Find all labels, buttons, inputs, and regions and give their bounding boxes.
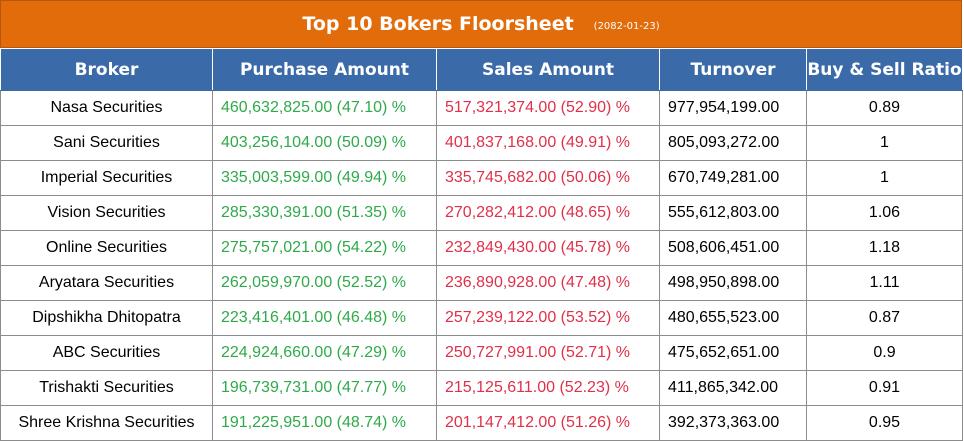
turnover-cell: 977,954,199.00: [659, 90, 807, 126]
table-row: ABC Securities 224,924,660.00 (47.29) % 25…: [0, 335, 963, 371]
buy-sell-ratio-cell: 1.11: [806, 265, 963, 301]
table-row: Nasa Securities 460,632,825.00 (47.10) % 5…: [0, 90, 963, 126]
turnover-cell: 508,606,451.00: [659, 230, 807, 266]
broker-cell: ABC Securities: [0, 335, 213, 371]
purchase-amount-cell: 223,416,401.00 (46.48) %: [212, 300, 437, 336]
column-header-buy-sell-ratio: Buy & Sell Ratio: [806, 48, 963, 91]
turnover-cell: 475,652,651.00: [659, 335, 807, 371]
buy-sell-ratio-cell: 1.18: [806, 230, 963, 266]
broker-cell: Vision Securities: [0, 195, 213, 231]
purchase-amount-cell: 262,059,970.00 (52.52) %: [212, 265, 437, 301]
table-row: Trishakti Securities 196,739,731.00 (47.7…: [0, 370, 963, 406]
column-header-purchase-amount: Purchase Amount: [212, 48, 437, 91]
broker-cell: Imperial Securities: [0, 160, 213, 196]
purchase-amount-cell: 196,739,731.00 (47.77) %: [212, 370, 437, 406]
table-row: Dipshikha Dhitopatra 223,416,401.00 (46.4…: [0, 300, 963, 336]
turnover-cell: 392,373,363.00: [659, 405, 807, 441]
purchase-amount-cell: 191,225,951.00 (48.74) %: [212, 405, 437, 441]
turnover-cell: 805,093,272.00: [659, 125, 807, 161]
table-header-row: Broker Purchase Amount Sales Amount Turn…: [0, 48, 963, 91]
title-bar: Top 10 Bokers Floorsheet (2082-01-23): [0, 0, 962, 48]
broker-cell: Sani Securities: [0, 125, 213, 161]
buy-sell-ratio-cell: 0.89: [806, 90, 963, 126]
buy-sell-ratio-cell: 0.91: [806, 370, 963, 406]
table-row: Imperial Securities 335,003,599.00 (49.94…: [0, 160, 963, 196]
broker-cell: Dipshikha Dhitopatra: [0, 300, 213, 336]
table-row: Vision Securities 285,330,391.00 (51.35) …: [0, 195, 963, 231]
column-header-turnover: Turnover: [659, 48, 807, 91]
turnover-cell: 411,865,342.00: [659, 370, 807, 406]
table-row: Online Securities 275,757,021.00 (54.22) …: [0, 230, 963, 266]
table-row: Aryatara Securities 262,059,970.00 (52.52…: [0, 265, 963, 301]
table-row: Sani Securities 403,256,104.00 (50.09) % 4…: [0, 125, 963, 161]
table-body: Nasa Securities 460,632,825.00 (47.10) % 5…: [0, 90, 963, 441]
sales-amount-cell: 201,147,412.00 (51.26) %: [436, 405, 660, 441]
buy-sell-ratio-cell: 0.95: [806, 405, 963, 441]
purchase-amount-cell: 460,632,825.00 (47.10) %: [212, 90, 437, 126]
buy-sell-ratio-cell: 1.06: [806, 195, 963, 231]
buy-sell-ratio-cell: 0.9: [806, 335, 963, 371]
sales-amount-cell: 517,321,374.00 (52.90) %: [436, 90, 660, 126]
sales-amount-cell: 236,890,928.00 (47.48) %: [436, 265, 660, 301]
purchase-amount-cell: 335,003,599.00 (49.94) %: [212, 160, 437, 196]
purchase-amount-cell: 224,924,660.00 (47.29) %: [212, 335, 437, 371]
buy-sell-ratio-cell: 1: [806, 160, 963, 196]
sales-amount-cell: 401,837,168.00 (49.91) %: [436, 125, 660, 161]
turnover-cell: 555,612,803.00: [659, 195, 807, 231]
table-row: Shree Krishna Securities 191,225,951.00 (…: [0, 405, 963, 441]
column-header-sales-amount: Sales Amount: [436, 48, 660, 91]
turnover-cell: 670,749,281.00: [659, 160, 807, 196]
buy-sell-ratio-cell: 0.87: [806, 300, 963, 336]
turnover-cell: 480,655,523.00: [659, 300, 807, 336]
sales-amount-cell: 250,727,991.00 (52.71) %: [436, 335, 660, 371]
sales-amount-cell: 335,745,682.00 (50.06) %: [436, 160, 660, 196]
purchase-amount-cell: 403,256,104.00 (50.09) %: [212, 125, 437, 161]
purchase-amount-cell: 275,757,021.00 (54.22) %: [212, 230, 437, 266]
sales-amount-cell: 232,849,430.00 (45.78) %: [436, 230, 660, 266]
broker-cell: Aryatara Securities: [0, 265, 213, 301]
turnover-cell: 498,950,898.00: [659, 265, 807, 301]
purchase-amount-cell: 285,330,391.00 (51.35) %: [212, 195, 437, 231]
page-title: Top 10 Bokers Floorsheet: [302, 13, 574, 35]
broker-cell: Trishakti Securities: [0, 370, 213, 406]
floorsheet-table: Broker Purchase Amount Sales Amount Turn…: [0, 48, 963, 441]
date-label: (2082-01-23): [593, 20, 660, 32]
sales-amount-cell: 257,239,122.00 (53.52) %: [436, 300, 660, 336]
buy-sell-ratio-cell: 1: [806, 125, 963, 161]
broker-cell: Nasa Securities: [0, 90, 213, 126]
broker-cell: Online Securities: [0, 230, 213, 266]
column-header-broker: Broker: [0, 48, 213, 91]
sales-amount-cell: 270,282,412.00 (48.65) %: [436, 195, 660, 231]
sales-amount-cell: 215,125,611.00 (52.23) %: [436, 370, 660, 406]
broker-cell: Shree Krishna Securities: [0, 405, 213, 441]
